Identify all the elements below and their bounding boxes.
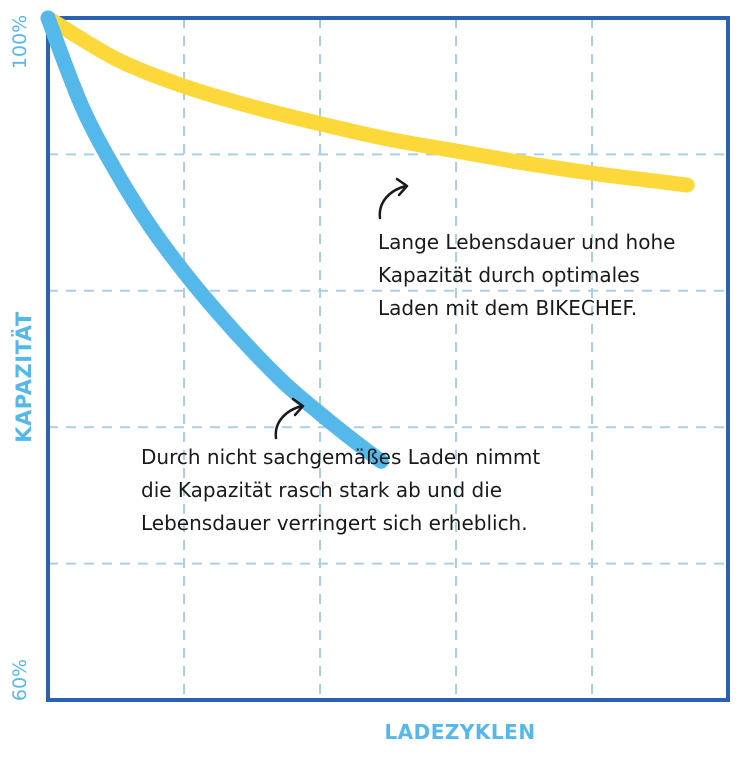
arrow-to-optimal-line	[378, 177, 409, 220]
x-axis-label: LADEZYKLEN	[384, 720, 536, 744]
y-axis-label: KAPAZITÄT	[12, 311, 36, 443]
annotation-bad-charging: Durch nicht sachgemäßes Laden nimmt die …	[141, 445, 541, 535]
series-line-optimal	[40, 10, 695, 193]
series-line-improper	[40, 10, 389, 469]
y-tick-bottom: 60%	[9, 658, 31, 702]
plot-frame	[46, 16, 730, 702]
arrow-to-improper-line	[274, 397, 305, 440]
y-tick-top: 100%	[9, 14, 31, 70]
grid-lines	[48, 18, 728, 700]
annotation-good-charging: Lange Lebensdauer und hohe Kapazität dur…	[378, 230, 676, 320]
series-lines	[40, 10, 695, 469]
annotation-arrows	[274, 177, 409, 440]
